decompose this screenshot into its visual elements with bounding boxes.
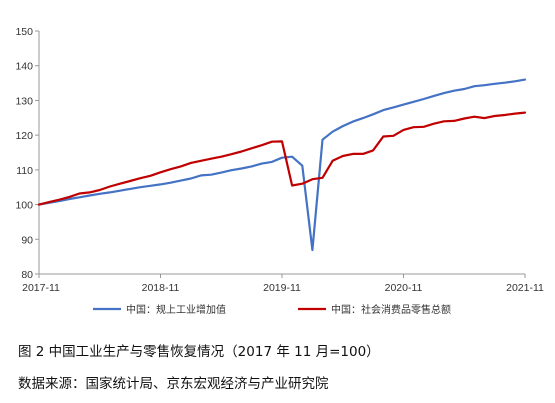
x-tick-label: 2020-11: [385, 282, 423, 294]
y-tick-label: 150: [15, 26, 33, 38]
legend-label-industry: 中国：规上工业增加值: [126, 303, 226, 316]
data-source: 数据来源：国家统计局、京东宏观经济与产业研究院: [18, 376, 329, 392]
y-tick-label: 140: [15, 61, 33, 73]
y-axis-ticks: 80 90 100 110 120 130 140 150: [15, 26, 39, 281]
legend-label-retail: 中国：社会消费品零售总额: [331, 303, 451, 316]
figure-caption: 图 2 中国工业生产与零售恢复情况（2017 年 11 月=100）: [18, 344, 380, 360]
y-tick-label: 80: [21, 269, 33, 281]
x-axis-ticks: 2017-11 2018-11 2019-11 2020-11 2021-11: [22, 274, 544, 294]
x-tick-label: 2018-11: [142, 282, 180, 294]
series-lines: [37, 78, 527, 252]
series-line-industry: [37, 78, 527, 252]
y-tick-label: 90: [21, 234, 33, 246]
x-tick-label: 2019-11: [263, 282, 301, 294]
x-tick-label: 2021-11: [506, 282, 544, 294]
y-tick-label: 110: [16, 165, 33, 177]
y-tick-label: 100: [15, 200, 33, 212]
y-tick-label: 120: [15, 130, 33, 142]
x-tick-label: 2017-11: [22, 282, 60, 294]
legend: 中国：规上工业增加值 中国：社会消费品零售总额: [93, 303, 451, 316]
y-tick-label: 130: [15, 95, 33, 107]
series-line-retail: [37, 111, 527, 206]
